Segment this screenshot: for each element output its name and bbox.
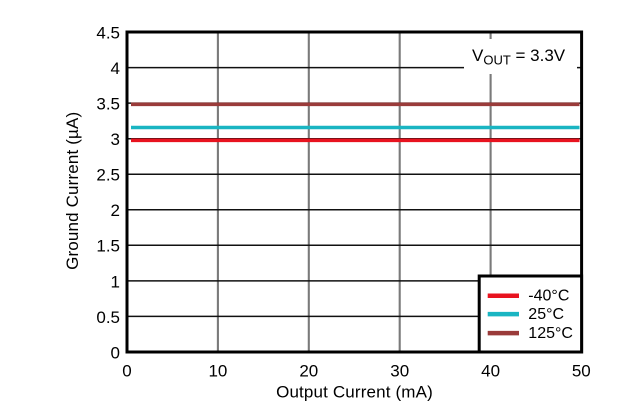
svg-text:20: 20 <box>299 361 318 380</box>
svg-text:4.5: 4.5 <box>96 23 120 42</box>
svg-text:10: 10 <box>208 361 227 380</box>
svg-text:50: 50 <box>572 361 591 380</box>
svg-text:2: 2 <box>111 201 120 220</box>
svg-text:2.5: 2.5 <box>96 166 120 185</box>
svg-text:0: 0 <box>111 343 120 362</box>
svg-text:4: 4 <box>111 59 120 78</box>
svg-text:40: 40 <box>481 361 500 380</box>
svg-text:0: 0 <box>122 361 131 380</box>
svg-text:125°C: 125°C <box>528 325 573 342</box>
svg-text:-40°C: -40°C <box>528 288 569 305</box>
svg-text:3.5: 3.5 <box>96 95 120 114</box>
svg-text:3: 3 <box>111 130 120 149</box>
svg-text:Ground Current (µA): Ground Current (µA) <box>63 112 82 270</box>
svg-text:1.5: 1.5 <box>96 237 120 256</box>
svg-text:1: 1 <box>111 272 120 291</box>
svg-text:30: 30 <box>390 361 409 380</box>
svg-text:25°C: 25°C <box>528 306 564 323</box>
svg-text:Output Current (mA): Output Current (mA) <box>276 383 433 402</box>
svg-text:0.5: 0.5 <box>96 308 120 327</box>
